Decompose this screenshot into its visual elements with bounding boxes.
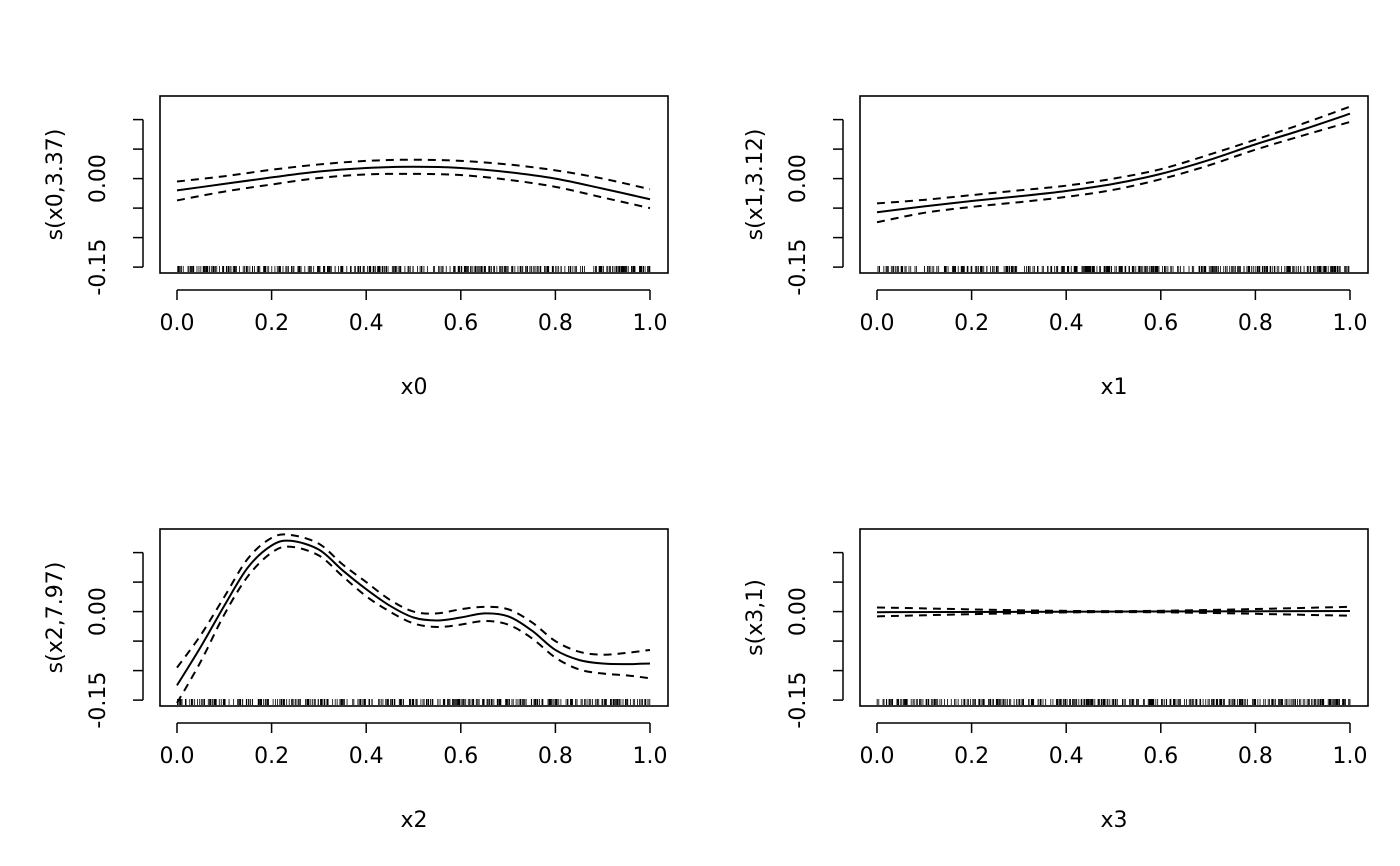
- confidence-band-line: [176, 545, 651, 704]
- chart-panel-4: 0.0 0.2 0.4 0.6 0.8 1.0 x3 -0.15 0.00 s(x3,1): [743, 528, 1369, 833]
- x-tick-label: 1.0: [633, 744, 668, 769]
- y-tick-label: -0.15: [86, 239, 111, 296]
- x-tick-label: 0.0: [160, 311, 195, 336]
- plot-frame: [859, 95, 1369, 274]
- x-tick-label: 0.6: [1143, 311, 1178, 336]
- confidence-band-line: [876, 105, 1351, 205]
- confidence-band-line: [176, 533, 651, 669]
- y-tick-label: -0.15: [86, 672, 111, 729]
- rug-marks: [177, 699, 651, 705]
- y-tick-label: 0.00: [786, 587, 811, 636]
- chart-panel-1: 0.0 0.2 0.4 0.6 0.8 1.0 x0 -0.15 0.00 s(x0,3.37): [43, 95, 669, 400]
- x-tick-label: 0.2: [954, 311, 989, 336]
- x-tick-label: 1.0: [1333, 744, 1368, 769]
- x-tick-label: 0.8: [1238, 744, 1273, 769]
- x-axis-title: x3: [1100, 808, 1127, 833]
- y-tick-label: -0.15: [786, 672, 811, 729]
- x-tick-label: 0.2: [954, 744, 989, 769]
- x-axis-title: x1: [1100, 375, 1127, 400]
- chart-panel-2: 0.0 0.2 0.4 0.6 0.8 1.0 x1 -0.15 0.00 s(x1,3.12): [743, 95, 1369, 400]
- x-tick-label: 0.4: [1049, 744, 1084, 769]
- plot-frame: [159, 95, 669, 274]
- x-tick-label: 0.4: [1049, 311, 1084, 336]
- y-axis-title: s(x1,3.12): [743, 129, 768, 241]
- x-tick-label: 0.8: [538, 311, 573, 336]
- smooth-estimate-line: [876, 112, 1351, 214]
- x-tick-label: 0.6: [443, 311, 478, 336]
- x-tick-label: 1.0: [1333, 311, 1368, 336]
- y-axis-title: s(x0,3.37): [43, 129, 68, 241]
- y-tick-label: -0.15: [786, 239, 811, 296]
- x-tick-label: 0.0: [860, 744, 895, 769]
- confidence-band-line: [876, 611, 1351, 618]
- x-tick-label: 0.0: [160, 744, 195, 769]
- smooth-estimate-line: [176, 165, 651, 201]
- x-tick-label: 0.6: [443, 744, 478, 769]
- x-tick-label: 0.6: [1143, 744, 1178, 769]
- x-tick-label: 0.0: [860, 311, 895, 336]
- confidence-band-line: [176, 158, 651, 191]
- x-tick-label: 0.8: [1238, 311, 1273, 336]
- confidence-band-line: [176, 172, 651, 210]
- rug-marks: [177, 266, 651, 272]
- plot-frame: [859, 528, 1369, 707]
- chart-panel-3: 0.0 0.2 0.4 0.6 0.8 1.0 x2 -0.15 0.00 s(x2,7.97): [43, 528, 669, 833]
- smooth-estimate-line: [876, 610, 1351, 614]
- x-tick-label: 0.2: [254, 311, 289, 336]
- rug-marks: [876, 699, 1351, 705]
- x-tick-label: 0.4: [349, 744, 384, 769]
- y-tick-label: 0.00: [86, 154, 111, 203]
- y-tick-label: 0.00: [86, 587, 111, 636]
- rug-marks: [877, 266, 1350, 272]
- x-tick-label: 0.4: [349, 311, 384, 336]
- smooth-estimate-line: [176, 539, 651, 686]
- x-tick-label: 1.0: [633, 311, 668, 336]
- x-tick-label: 0.2: [254, 744, 289, 769]
- x-axis-title: x2: [400, 808, 427, 833]
- plot-frame: [159, 528, 669, 707]
- y-axis-title: s(x2,7.97): [43, 562, 68, 674]
- confidence-band-line: [876, 120, 1351, 224]
- confidence-band-line: [876, 605, 1351, 613]
- x-axis-title: x0: [400, 375, 427, 400]
- x-tick-label: 0.8: [538, 744, 573, 769]
- y-axis-title: s(x3,1): [743, 579, 768, 656]
- y-tick-label: 0.00: [786, 154, 811, 203]
